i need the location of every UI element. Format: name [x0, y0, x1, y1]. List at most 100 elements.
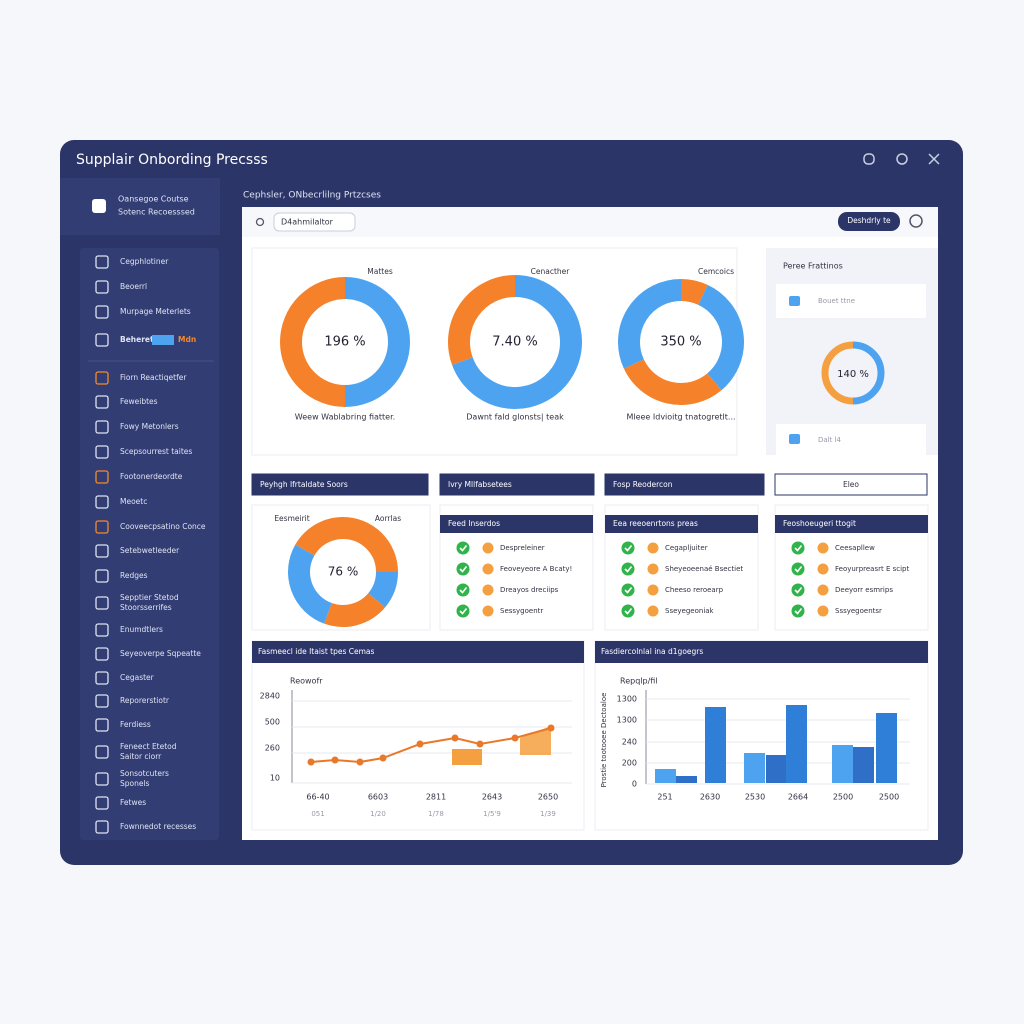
nav-item[interactable]: Seyeoverpe Sqpeatte	[120, 649, 201, 658]
status-icon	[647, 563, 659, 575]
nav-item: Saitor ciorr	[120, 752, 162, 761]
check-mark	[624, 566, 633, 573]
nav-item[interactable]: Scepsourrest taites	[120, 447, 192, 456]
status-icon	[647, 584, 659, 596]
highlight	[452, 749, 482, 765]
nav-item[interactable]: Fetwes	[120, 798, 146, 807]
nav-item[interactable]: Reporerstiotr	[120, 696, 170, 705]
donut-label: Cemcoics	[698, 267, 734, 276]
donut-segment	[342, 517, 398, 573]
toolbar-button[interactable]	[838, 212, 900, 231]
chart-header	[252, 641, 584, 663]
x-sub-label: 1/78	[428, 810, 444, 818]
close[interactable]	[928, 153, 940, 165]
check-icon	[791, 583, 805, 597]
nav-item: Feneect Etetod	[120, 742, 177, 751]
nav-item[interactable]: Meoetc	[120, 497, 147, 506]
check-mark	[794, 608, 803, 615]
x-tick-label: 2500	[833, 793, 853, 802]
nav-icon	[95, 718, 109, 732]
x-tick-label: 2530	[745, 793, 765, 802]
status-icon	[482, 563, 494, 575]
donut-segment	[344, 277, 410, 407]
window-title: Supplair Onbording Precsss	[76, 152, 268, 168]
bar	[766, 755, 787, 783]
donut-segment	[680, 279, 708, 306]
nav-item[interactable]: Footonerdeordte	[120, 472, 183, 481]
nav-item[interactable]: Fownnedot recesses	[120, 822, 196, 831]
nav-item[interactable]: Murpage Meterlets	[120, 307, 191, 316]
nav-item: Sonsotcuters	[120, 769, 169, 778]
nav-icon	[95, 395, 109, 409]
check-icon	[791, 604, 805, 618]
nav-icon	[95, 420, 109, 434]
nav-item: Sponels	[120, 779, 150, 788]
nav-icon	[95, 470, 109, 484]
bar	[705, 707, 726, 783]
x-tick-label: 2811	[426, 793, 446, 802]
badge-bg	[152, 335, 174, 345]
highlight	[520, 726, 551, 755]
check-icon	[621, 541, 635, 555]
nav-item[interactable]: Feweibtes	[120, 397, 158, 406]
donut-caption: Weew Wablabring fiatter.	[295, 413, 395, 422]
checklist-header	[775, 515, 928, 533]
nav-icon	[95, 371, 109, 385]
section-title: Eleo	[843, 480, 859, 489]
trend-point	[379, 754, 387, 762]
x-tick-label: 2643	[482, 793, 502, 802]
donut-segment	[821, 341, 854, 405]
y-axis-title: Prostie tootooee Dectoaloe	[600, 693, 608, 788]
nav-item: Stoorsserrifes	[120, 603, 172, 612]
nav-item[interactable]: Ferdiess	[120, 720, 151, 729]
nav-item[interactable]: Setebwetleeder	[120, 546, 180, 555]
nav-item[interactable]: Fiorn Reactiqetfer	[120, 373, 187, 382]
nav-item[interactable]: Fowy Metonlers	[120, 422, 179, 431]
checklist-item: Cegapljuiter	[665, 544, 708, 552]
checklist-header	[440, 515, 593, 533]
nav-icon	[95, 520, 109, 534]
nav-item[interactable]: Redges	[120, 571, 148, 580]
nav-icon	[95, 305, 109, 319]
bar	[786, 705, 807, 783]
donut-percent: 350 %	[660, 335, 701, 350]
check-icon	[456, 583, 470, 597]
nav-icon	[95, 495, 109, 509]
search-text: D4ahmilaltor	[281, 218, 334, 227]
toolbar	[242, 207, 938, 237]
section-header	[774, 473, 928, 496]
checklist-header	[605, 515, 758, 533]
check-mark	[794, 545, 803, 552]
nav-icon	[95, 544, 109, 558]
donut-segment	[618, 279, 682, 369]
window-controls	[863, 153, 940, 165]
check-mark	[459, 566, 468, 573]
nav-item[interactable]: Cooveecpsatino Conce	[120, 522, 206, 531]
checklist-item: Ceesapllew	[835, 544, 875, 552]
nav-item[interactable]: Beoerrl	[120, 282, 147, 291]
side-item	[776, 424, 926, 458]
maximize[interactable]	[896, 153, 908, 165]
check-icon	[791, 541, 805, 555]
settings-icon[interactable]	[909, 214, 923, 228]
x-tick-label: 2664	[788, 793, 808, 802]
check-mark	[794, 587, 803, 594]
minimize[interactable]	[863, 153, 875, 165]
donut-label: Eesmeirit	[274, 514, 309, 523]
side-item	[776, 284, 926, 318]
chart-title: Repqlp/fil	[620, 677, 658, 686]
search-box[interactable]	[273, 212, 356, 232]
button-text: Deshdrly te	[847, 216, 891, 225]
x-sub-label: 1/39	[540, 810, 556, 818]
nav-item[interactable]: Beheret	[120, 335, 154, 344]
check-icon	[621, 604, 635, 618]
nav-icon	[95, 333, 109, 347]
nav-item[interactable]: Cegphlotiner	[120, 257, 169, 266]
chart-header	[595, 641, 928, 663]
nav-item[interactable]: Cegaster	[120, 673, 155, 682]
nav-item[interactable]: Enumdtlers	[120, 625, 163, 634]
y-tick-label: 2840	[260, 692, 280, 701]
nav-icon	[95, 671, 109, 685]
checklist-title: Eea reeoenrtons preas	[613, 519, 698, 528]
